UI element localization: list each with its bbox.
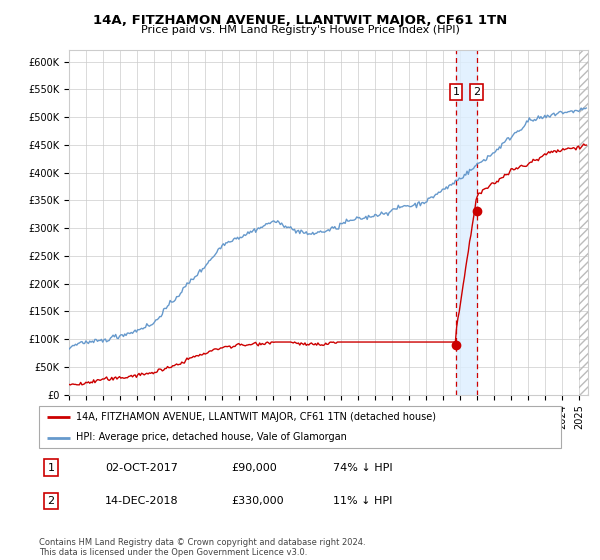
Text: Price paid vs. HM Land Registry's House Price Index (HPI): Price paid vs. HM Land Registry's House … [140,25,460,35]
Text: 74% ↓ HPI: 74% ↓ HPI [333,463,392,473]
Text: 1: 1 [47,463,55,473]
Text: 2: 2 [47,496,55,506]
Text: 11% ↓ HPI: 11% ↓ HPI [333,496,392,506]
Text: 2: 2 [473,87,480,97]
Text: 14-DEC-2018: 14-DEC-2018 [105,496,179,506]
Text: £330,000: £330,000 [231,496,284,506]
Text: 1: 1 [452,87,460,97]
FancyBboxPatch shape [39,406,561,448]
Bar [456,50,476,395]
Text: Contains HM Land Registry data © Crown copyright and database right 2024.
This d: Contains HM Land Registry data © Crown c… [39,538,365,557]
Text: £90,000: £90,000 [231,463,277,473]
Text: 14A, FITZHAMON AVENUE, LLANTWIT MAJOR, CF61 1TN (detached house): 14A, FITZHAMON AVENUE, LLANTWIT MAJOR, C… [76,412,436,422]
Text: HPI: Average price, detached house, Vale of Glamorgan: HPI: Average price, detached house, Vale… [76,432,346,442]
Text: 02-OCT-2017: 02-OCT-2017 [105,463,178,473]
Text: 14A, FITZHAMON AVENUE, LLANTWIT MAJOR, CF61 1TN: 14A, FITZHAMON AVENUE, LLANTWIT MAJOR, C… [93,14,507,27]
